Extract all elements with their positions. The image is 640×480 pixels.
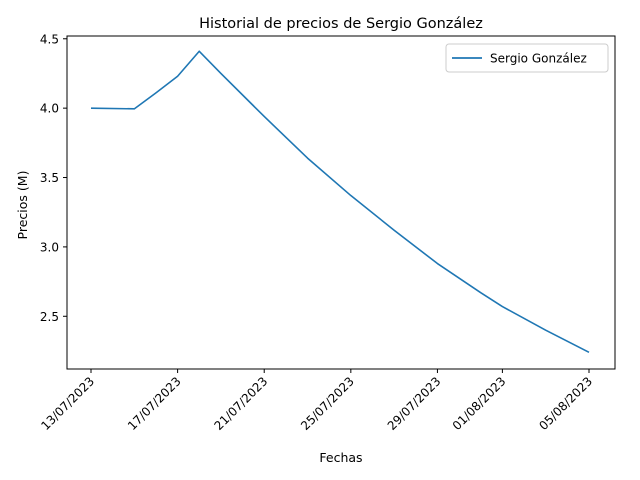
legend: Sergio González [445,43,609,73]
y-axis-ticks: 2.5 3.0 3.5 4.0 4.5 [40,32,67,324]
y-tick-label: 4.0 [40,102,59,116]
y-tick-label: 4.5 [40,32,59,46]
y-axis-label: Precios (M) [15,171,30,240]
series-layer [90,50,590,354]
x-tick-label: 21/07/2023 [212,374,271,433]
y-tick-label: 2.5 [40,310,59,324]
x-tick-label: 13/07/2023 [38,374,97,433]
x-axis-ticks: 13/07/2023 17/07/2023 21/07/2023 25/07/2023… [38,369,595,433]
x-tick-label: 05/08/2023 [536,374,595,433]
y-tick-label: 3.5 [40,171,59,185]
series-line-sergio-gonzalez [90,50,590,354]
x-axis-label: Fechas [319,450,362,465]
legend-label: Sergio González [490,52,587,66]
plot-frame [66,35,616,370]
x-tick-label: 01/08/2023 [450,374,509,433]
legend-box [445,43,609,73]
x-tick-label: 29/07/2023 [385,374,444,433]
chart-title: Historial de precios de Sergio González [199,16,483,32]
y-tick-label: 3.0 [40,240,59,254]
x-tick-label: 17/07/2023 [125,374,184,433]
x-tick-label: 25/07/2023 [298,374,357,433]
